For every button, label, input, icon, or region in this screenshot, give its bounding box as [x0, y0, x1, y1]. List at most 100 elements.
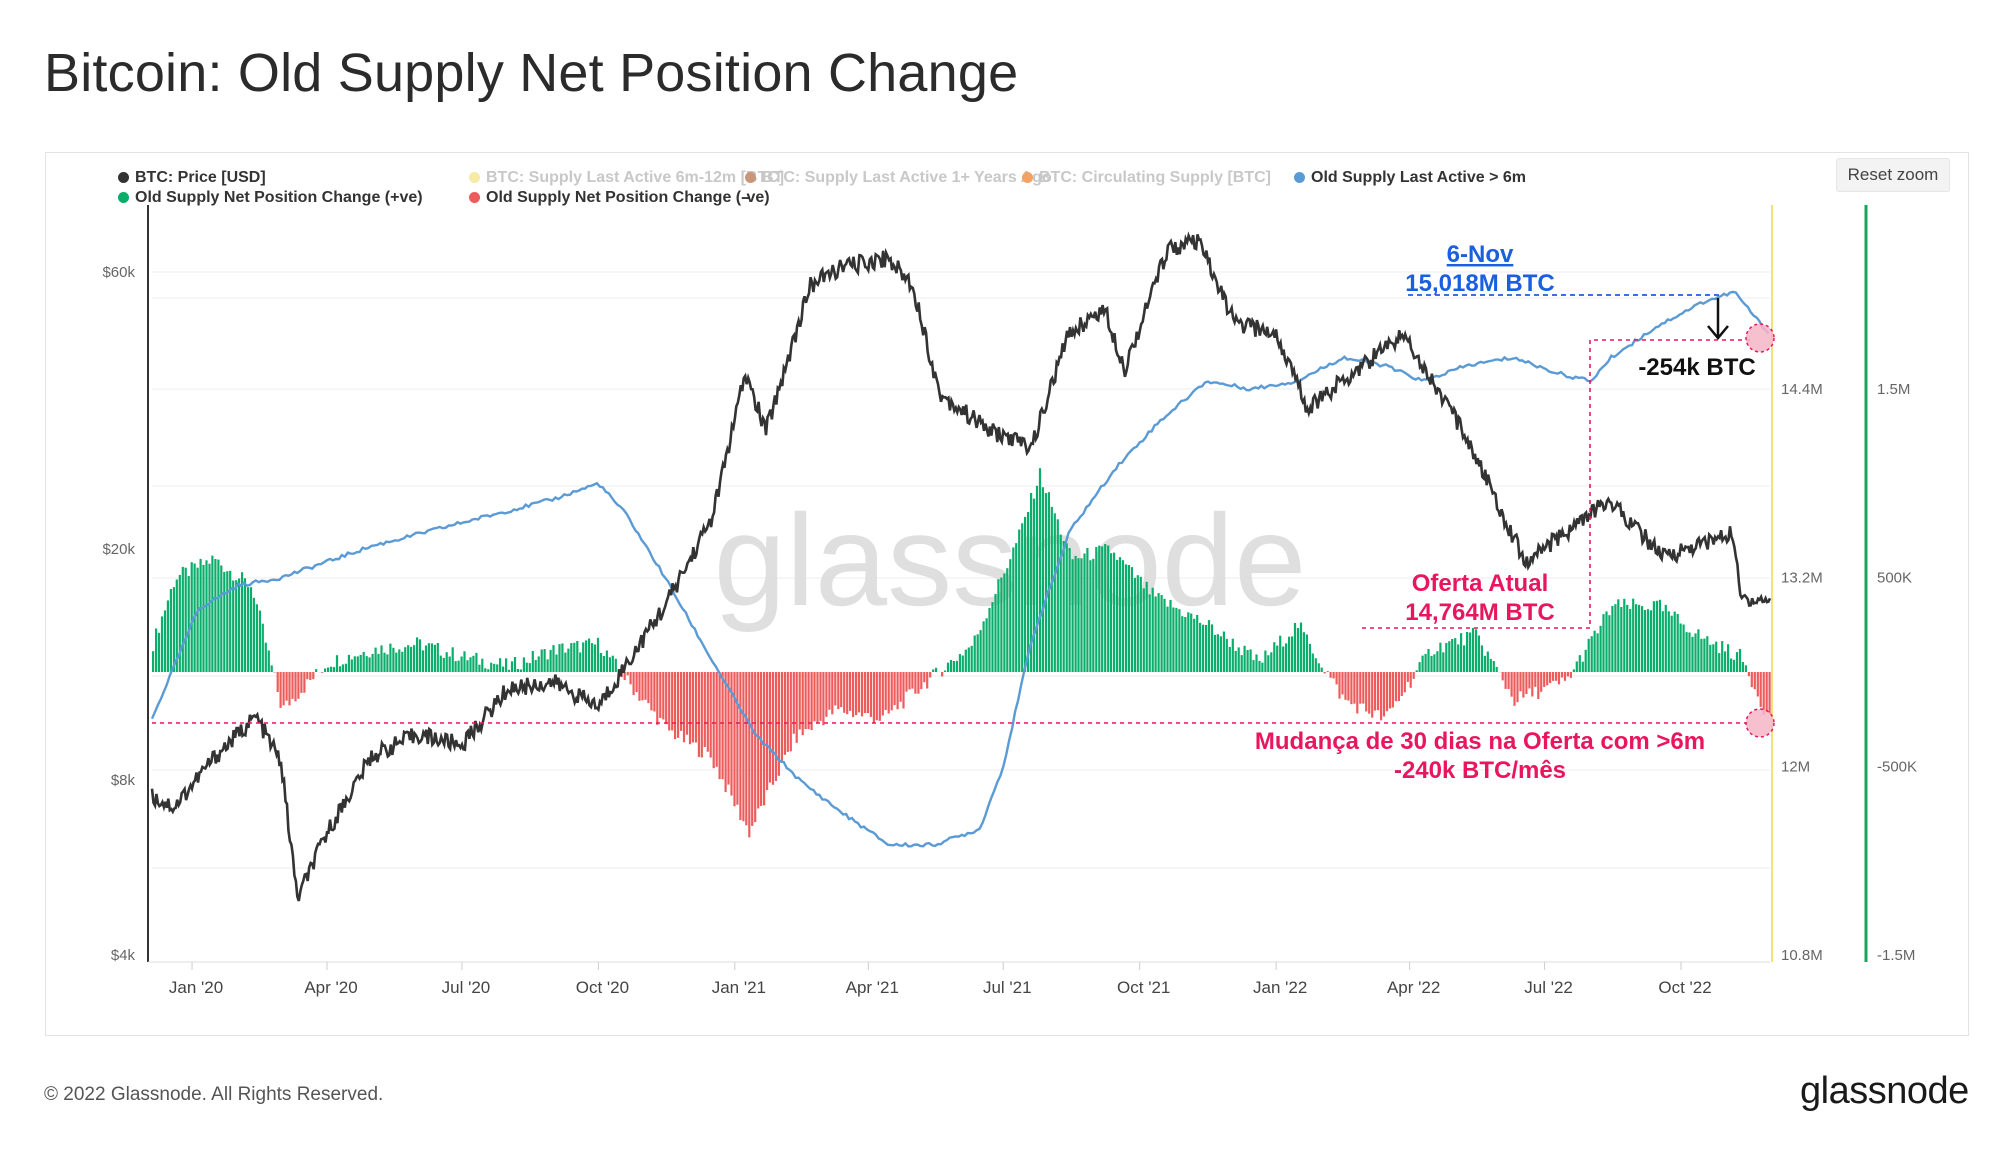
- negative-bar: [288, 672, 291, 706]
- positive-bar: [1643, 610, 1647, 672]
- positive-bar: [1199, 622, 1202, 672]
- positive-bar: [1495, 666, 1498, 672]
- negative-bar: [887, 672, 890, 714]
- positive-bar: [1157, 593, 1160, 672]
- positive-bar: [1101, 546, 1104, 672]
- positive-bar: [555, 654, 558, 672]
- positive-bar: [614, 658, 617, 672]
- current-supply-marker: [1745, 323, 1775, 353]
- positive-bar: [1641, 606, 1644, 672]
- positive-bar: [1273, 642, 1276, 672]
- legend-item[interactable]: Old Supply Net Position Change (-ve): [469, 189, 770, 207]
- legend-item[interactable]: BTC: Supply Last Active 6m-12m [BTC]: [469, 169, 784, 187]
- positive-bar: [1035, 485, 1039, 672]
- positive-bar: [499, 658, 502, 672]
- positive-bar: [226, 571, 229, 672]
- legend-item[interactable]: BTC: Supply Last Active 1+ Years Ago: [745, 169, 1052, 187]
- page-title: Bitcoin: Old Supply Net Position Change: [44, 43, 1019, 103]
- positive-bar: [496, 664, 499, 672]
- reset-zoom-button[interactable]: Reset zoom: [1836, 158, 1950, 192]
- negative-bar: [801, 672, 804, 736]
- positive-bar: [1679, 623, 1682, 672]
- positive-bar: [585, 640, 588, 672]
- negative-bar: [647, 672, 650, 704]
- chart-legend: BTC: Price [USD] BTC: Supply Last Active …: [118, 169, 1778, 213]
- negative-bar: [282, 672, 285, 706]
- positive-bar: [1205, 625, 1208, 672]
- positive-bar: [1216, 634, 1219, 672]
- net-change-tick-label: -1.5M: [1877, 947, 1915, 964]
- positive-bar: [1169, 600, 1172, 672]
- x-tick-label: Oct '22: [1658, 978, 1711, 997]
- negative-bar: [777, 672, 780, 776]
- negative-bar: [911, 672, 914, 689]
- positive-bar: [1228, 647, 1231, 672]
- negative-bar: [641, 672, 644, 701]
- negative-bar: [1391, 672, 1394, 708]
- positive-bar: [1193, 618, 1196, 672]
- positive-bar: [958, 654, 961, 672]
- negative-bar: [294, 672, 297, 702]
- legend-item[interactable]: -: [745, 189, 750, 207]
- supply-tick-label: 13.2M: [1781, 570, 1823, 587]
- negative-bar: [697, 672, 700, 757]
- positive-bar: [475, 652, 478, 672]
- positive-bar: [1032, 498, 1036, 672]
- positive-bar: [967, 647, 970, 672]
- negative-bar: [869, 672, 872, 717]
- legend-item[interactable]: Old Supply Net Position Change (+ve): [118, 189, 423, 207]
- positive-bar: [1302, 632, 1305, 672]
- positive-bar: [531, 651, 534, 672]
- supply-line: [150, 290, 1770, 848]
- positive-bar: [1086, 548, 1089, 672]
- positive-bar: [270, 665, 273, 672]
- positive-bar: [1436, 651, 1439, 672]
- positive-bar: [1071, 559, 1074, 672]
- legend-item[interactable]: Old Supply Last Active > 6m: [1294, 169, 1526, 187]
- positive-bar: [1611, 606, 1614, 672]
- positive-bar: [439, 655, 442, 672]
- positive-bar: [1252, 660, 1255, 672]
- positive-bar: [1068, 548, 1071, 672]
- positive-bar: [1184, 617, 1187, 672]
- change-value: -240k BTC/mês: [1394, 757, 1566, 784]
- legend-marker: [1022, 172, 1033, 183]
- positive-bar: [1732, 659, 1736, 672]
- positive-bar: [448, 656, 451, 672]
- negative-bar: [1412, 672, 1415, 679]
- positive-bar: [943, 670, 947, 672]
- positive-bar: [235, 580, 238, 672]
- positive-bar: [1724, 651, 1727, 672]
- positive-bar: [454, 661, 457, 672]
- positive-bar: [261, 623, 264, 672]
- positive-bar: [389, 643, 392, 672]
- negative-bar: [309, 672, 312, 680]
- negative-bar: [694, 672, 697, 743]
- legend-marker: [469, 172, 480, 183]
- legend-item[interactable]: BTC: Circulating Supply [BTC]: [1022, 169, 1271, 187]
- negative-bar: [1356, 672, 1359, 714]
- positive-bar: [1213, 634, 1217, 672]
- positive-bar: [964, 649, 967, 672]
- positive-bar: [1059, 534, 1062, 672]
- negative-bar: [1397, 672, 1400, 701]
- positive-bar: [1056, 519, 1059, 672]
- negative-bar: [825, 672, 828, 717]
- positive-bar: [564, 652, 567, 672]
- positive-bar: [1006, 568, 1009, 672]
- positive-bar: [347, 654, 350, 672]
- negative-bar: [1534, 672, 1537, 687]
- glassnode-logo[interactable]: glassnode: [1800, 1070, 1969, 1112]
- positive-bar: [1296, 628, 1300, 672]
- positive-bar: [1175, 607, 1178, 672]
- legend-item[interactable]: BTC: Price [USD]: [118, 169, 266, 187]
- negative-bar: [1359, 672, 1362, 704]
- positive-bar: [1320, 667, 1323, 672]
- positive-bar: [255, 604, 258, 672]
- positive-bar: [407, 645, 410, 672]
- positive-bar: [576, 641, 579, 672]
- positive-bar: [1697, 629, 1700, 672]
- positive-bar: [1015, 543, 1018, 672]
- negative-bar: [700, 672, 703, 758]
